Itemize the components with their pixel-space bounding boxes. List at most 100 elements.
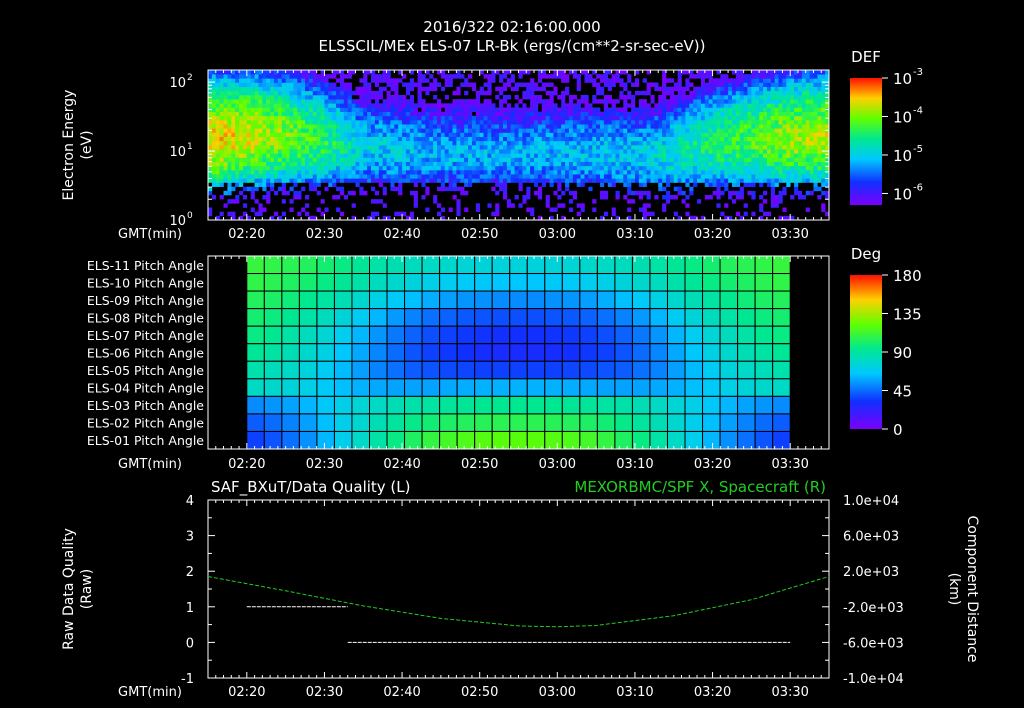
spectrogram-cell xyxy=(797,161,803,167)
spectrogram-cell xyxy=(266,149,271,154)
spectrogram-cell xyxy=(545,136,550,142)
spectrogram-cell xyxy=(413,203,418,208)
spectrogram-cell xyxy=(797,170,803,175)
spectrogram-cell xyxy=(355,103,360,108)
spectrogram-cell xyxy=(611,149,616,154)
spectrogram-cell xyxy=(254,174,259,179)
spectrogram-cell xyxy=(487,74,492,79)
spectrogram-cell xyxy=(673,178,678,183)
spectrogram-cell xyxy=(262,140,267,146)
pitch-row-label: ELS-10 Pitch Angle xyxy=(87,275,204,290)
spectrogram-cell xyxy=(537,215,543,220)
spectrogram-cell xyxy=(662,78,667,83)
spectrogram-cell xyxy=(778,90,783,96)
spectrogram-cell xyxy=(805,207,810,212)
spectrogram-cell xyxy=(561,170,566,175)
spectrogram-cell xyxy=(367,95,372,100)
spectrogram-cell xyxy=(778,149,783,154)
spectrogram-cell xyxy=(534,120,539,125)
spectrogram-cell xyxy=(343,111,349,117)
spectrogram-cell xyxy=(289,111,294,117)
pitch-cell xyxy=(719,255,739,275)
spectrogram-cell xyxy=(665,174,671,179)
colorbar-tick-exponent: -3 xyxy=(913,67,923,78)
spectrogram-cell xyxy=(339,128,345,133)
spectrogram-cell xyxy=(553,107,558,112)
spectrogram-cell xyxy=(700,78,706,83)
spectrogram-cell xyxy=(596,161,601,167)
spectrogram-cell xyxy=(782,128,787,133)
spectrogram-cell xyxy=(475,140,480,146)
spectrogram-cell xyxy=(316,128,321,133)
spectrogram-cell xyxy=(766,140,772,146)
spectrogram-cell xyxy=(273,178,279,183)
spectrogram-cell xyxy=(506,124,512,129)
spectrogram-cell xyxy=(460,136,465,142)
spectrogram-cell xyxy=(285,178,290,183)
spectrogram-cell xyxy=(343,107,349,112)
spectrogram-cell xyxy=(479,145,484,150)
spectrogram-cell xyxy=(774,199,779,204)
spectrogram-cell xyxy=(495,107,500,112)
spectrogram-cell xyxy=(336,107,341,112)
spectrogram-cell xyxy=(289,82,294,87)
spectrogram-cell xyxy=(409,174,415,179)
spectrogram-cell xyxy=(371,95,376,100)
spectrogram-cell xyxy=(739,157,744,162)
spectrogram-cell xyxy=(223,120,228,125)
spectrogram-cell xyxy=(638,178,643,183)
spectrogram-cell xyxy=(739,186,744,192)
spectrogram-cell xyxy=(347,145,352,150)
spectrogram-cell xyxy=(433,140,438,146)
spectrogram-cell xyxy=(631,140,636,146)
spectrogram-cell xyxy=(258,157,263,162)
spectrogram-cell xyxy=(646,174,651,179)
spectrogram-cell xyxy=(716,153,721,158)
spectrogram-cell xyxy=(398,140,403,146)
spectrogram-cell xyxy=(809,86,814,92)
spectrogram-cell xyxy=(301,78,306,83)
pitch-cell xyxy=(737,343,756,362)
spectrogram-cell xyxy=(246,153,251,158)
spectrogram-cell xyxy=(805,174,810,179)
spectrogram-cell xyxy=(448,165,453,171)
pitch-cell xyxy=(281,308,300,327)
spectrogram-cell xyxy=(293,95,298,100)
spectrogram-cell xyxy=(646,132,651,137)
spectrogram-cell xyxy=(759,132,764,137)
spectrogram-cell xyxy=(293,70,298,75)
spectrogram-cell xyxy=(363,115,368,121)
spectrogram-cell xyxy=(794,124,799,129)
spectrogram-cell xyxy=(611,99,616,104)
spectrogram-cell xyxy=(332,90,337,96)
spectrogram-cell xyxy=(650,149,655,154)
spectrogram-cell xyxy=(821,207,826,212)
spectrogram-cell xyxy=(223,128,228,133)
spectrogram-cell xyxy=(483,145,488,150)
spectrogram-cell xyxy=(825,124,829,129)
spectrogram-cell xyxy=(378,182,383,187)
spectrogram-cell xyxy=(254,103,259,108)
spectrogram-cell xyxy=(584,78,589,83)
spectrogram-cell xyxy=(782,165,787,171)
spectrogram-cell xyxy=(790,178,795,183)
spectrogram-ylabel-line1: Electron Energy xyxy=(61,90,77,201)
spectrogram-cell xyxy=(611,145,616,150)
spectrogram-cell xyxy=(246,124,251,129)
spectrogram-cell xyxy=(794,157,799,162)
spectrogram-cell xyxy=(565,157,570,162)
spectrogram-cell xyxy=(747,161,752,167)
spectrogram-cell xyxy=(262,182,267,187)
spectrogram-cell xyxy=(336,124,341,129)
spectrogram-cell xyxy=(662,153,667,158)
spectrogram-cell xyxy=(456,157,461,162)
spectrogram-cell xyxy=(510,115,515,121)
spectrogram-cell xyxy=(747,149,752,154)
spectrogram-cell xyxy=(254,186,259,192)
spectrogram-cell xyxy=(452,132,457,137)
spectrogram-cell xyxy=(735,128,741,133)
spectrogram-cell xyxy=(502,178,508,183)
spectrogram-cell xyxy=(700,111,706,117)
spectrogram-cell xyxy=(231,136,236,142)
spectrogram-cell xyxy=(681,157,686,162)
